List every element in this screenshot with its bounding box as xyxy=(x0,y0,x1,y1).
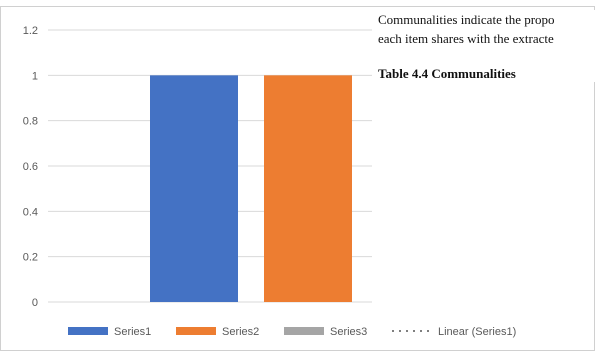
legend-label: Series1 xyxy=(114,326,151,338)
document-text-overlay: Communalities indicate the propo each it… xyxy=(378,10,596,82)
legend-label: Linear (Series1) xyxy=(438,326,516,338)
paragraph-line-2: each item shares with the extracte xyxy=(378,31,554,46)
y-tick-label: 0.8 xyxy=(23,116,38,128)
y-tick-label: 0.2 xyxy=(23,252,38,264)
y-tick-label: 0.6 xyxy=(23,161,38,173)
bar-series2 xyxy=(264,75,352,302)
legend-marker-series1 xyxy=(68,327,108,335)
y-tick-label: 0 xyxy=(32,297,38,309)
bar-series1 xyxy=(150,75,238,302)
y-tick-label: 0.4 xyxy=(23,206,38,218)
legend: Series1 Series2 Series3 Linear (Series1) xyxy=(68,326,516,338)
legend-label: Series3 xyxy=(330,326,367,338)
table-heading: Table 4.4 Communalities xyxy=(378,66,516,81)
bars xyxy=(150,75,352,302)
legend-marker-series2 xyxy=(176,327,216,335)
paragraph-line-1: Communalities indicate the propo xyxy=(378,12,555,27)
legend-marker-series3 xyxy=(284,327,324,335)
y-axis: 0 0.2 0.4 0.6 0.8 1 1.2 xyxy=(23,25,38,309)
y-tick-label: 1.2 xyxy=(23,25,38,37)
y-tick-label: 1 xyxy=(32,70,38,82)
legend-label: Series2 xyxy=(222,326,259,338)
